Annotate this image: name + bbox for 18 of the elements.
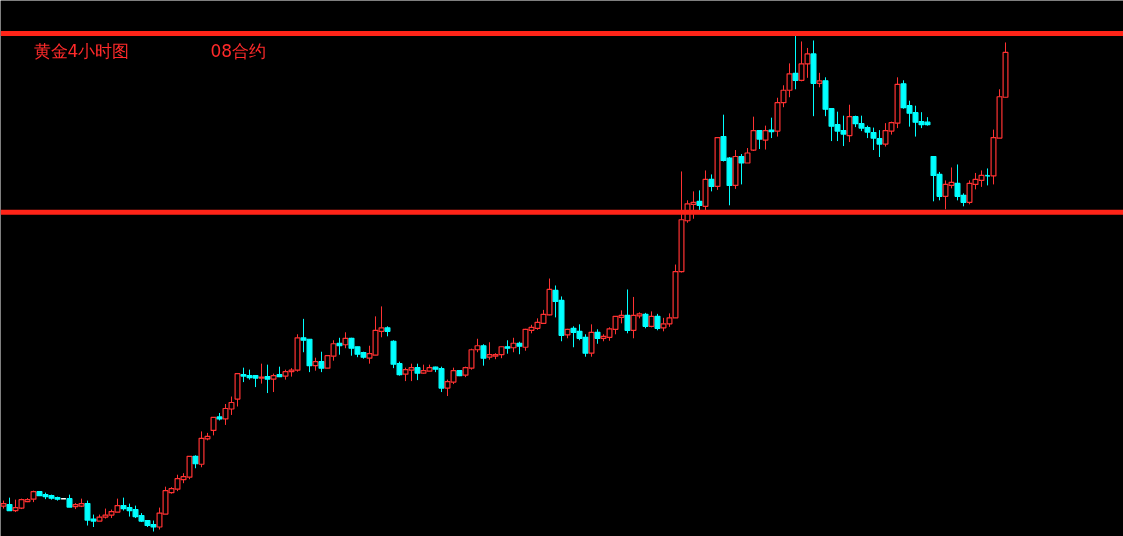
candlestick	[846, 104, 853, 143]
candlestick	[624, 288, 631, 334]
candlestick	[270, 373, 277, 393]
candlestick	[792, 33, 799, 90]
candlestick	[480, 343, 487, 367]
candlestick	[768, 117, 775, 139]
annotation: 黄金4小时图	[33, 40, 130, 61]
candlestick	[984, 167, 991, 186]
candlestick	[264, 364, 271, 394]
candlestick	[588, 323, 595, 358]
candlestick	[696, 189, 703, 211]
candlestick	[756, 130, 763, 150]
annotation: 08合约	[210, 40, 267, 61]
candlestick	[318, 351, 325, 373]
candlestick	[738, 153, 745, 185]
candlestick	[750, 116, 757, 152]
candlestick	[258, 363, 265, 385]
candlestick	[762, 125, 769, 151]
